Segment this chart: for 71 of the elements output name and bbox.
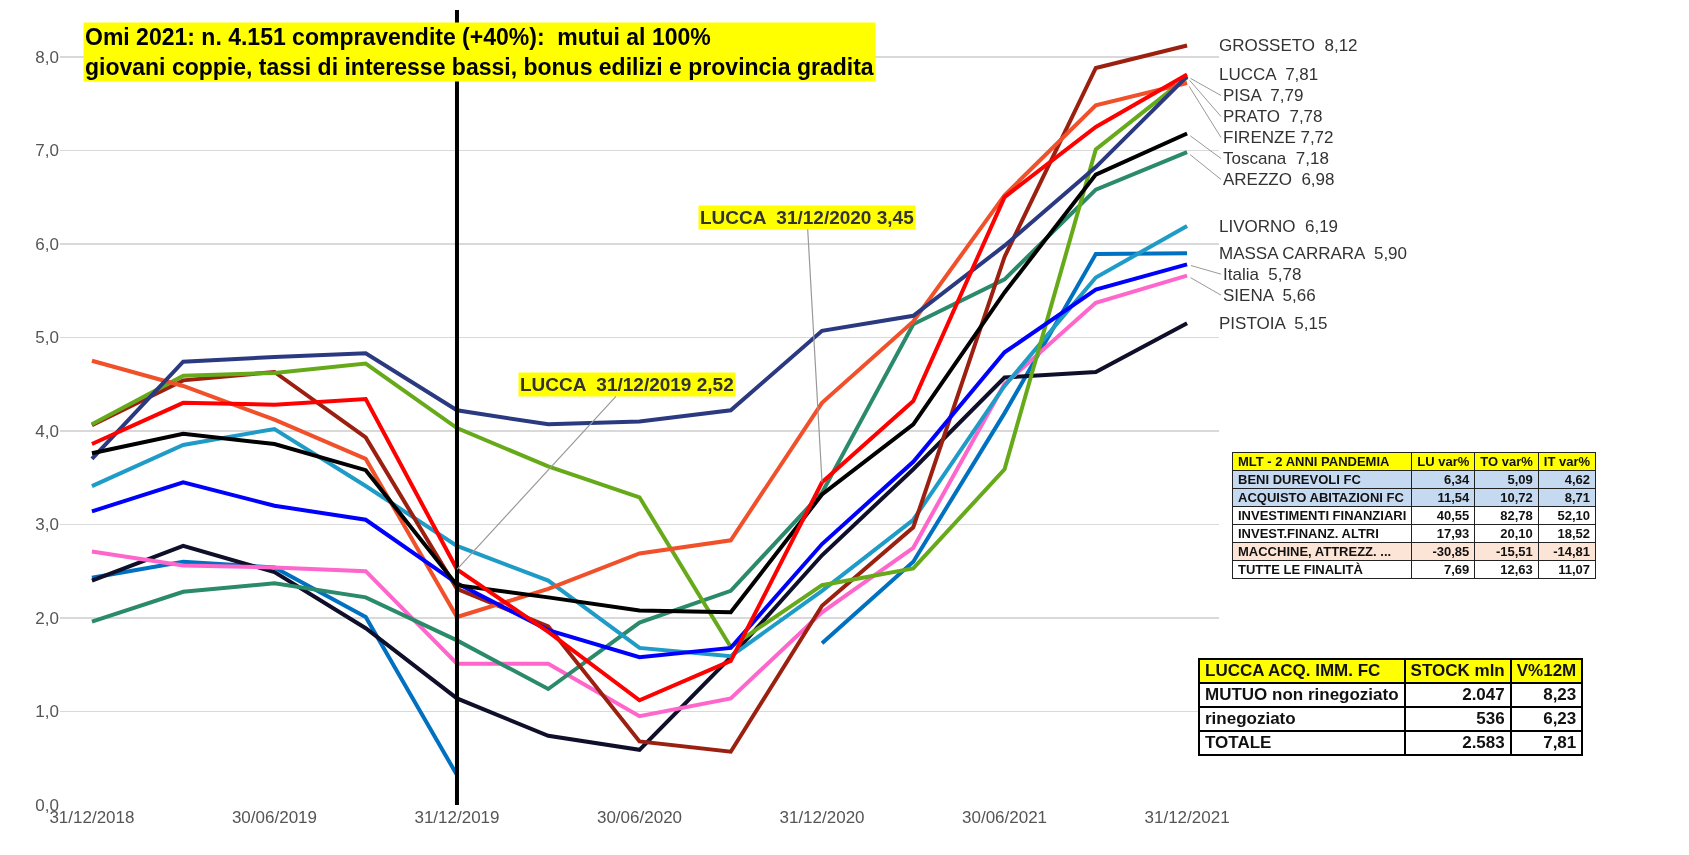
annotation: Toscana 7,18 bbox=[1223, 149, 1329, 168]
text: LUCCA ACQ. IMM. FC bbox=[1199, 659, 1405, 683]
text: -14,81 bbox=[1538, 542, 1596, 561]
text: 2.047 bbox=[1404, 683, 1511, 707]
y-tick-label: 3,0 bbox=[35, 515, 59, 535]
y-tick-label: 1,0 bbox=[35, 702, 59, 722]
text: -15,51 bbox=[1474, 542, 1539, 561]
text: 11,07 bbox=[1538, 560, 1596, 579]
text: 536 bbox=[1404, 707, 1511, 731]
text: 10,72 bbox=[1474, 488, 1539, 507]
annotation: LUCCA 31/12/2019 2,52 bbox=[520, 374, 734, 395]
text: 40,55 bbox=[1411, 506, 1475, 525]
annotation: LIVORNO 6,19 bbox=[1219, 217, 1339, 236]
text: 8,23 bbox=[1510, 683, 1583, 707]
category-label: MACCHINE, ATTREZZ. ... bbox=[1238, 544, 1392, 559]
text: 18,52 bbox=[1538, 524, 1596, 543]
category-label: TOTALE bbox=[1205, 733, 1272, 752]
text: 7,69 bbox=[1411, 560, 1475, 579]
category-label: V%12M bbox=[1510, 659, 1583, 683]
text: 7,81 bbox=[1510, 731, 1583, 755]
y-tick-label: 5,0 bbox=[35, 328, 59, 348]
x-tick-label: 30/06/2021 bbox=[961, 808, 1048, 827]
annotation: PISTOIA 5,15 bbox=[1219, 314, 1328, 333]
category-label: ACQUISTO ABITAZIONI FC bbox=[1238, 490, 1404, 505]
text: 8,71 bbox=[1538, 488, 1596, 507]
text: -30,85 bbox=[1411, 542, 1475, 561]
annotation: GROSSETO 8,12 bbox=[1219, 36, 1358, 55]
text: 2.583 bbox=[1404, 731, 1511, 755]
category-label: INVESTIMENTI FINANZIARI bbox=[1238, 508, 1407, 523]
annotation: LUCCA 7,81 bbox=[1219, 65, 1319, 84]
y-tick-label: 6,0 bbox=[35, 234, 59, 254]
y-tick-label: 4,0 bbox=[35, 421, 59, 441]
text: 52,10 bbox=[1538, 506, 1596, 525]
text: 4,62 bbox=[1538, 470, 1596, 489]
category-label: INVEST.FINANZ. ALTRI bbox=[1238, 526, 1379, 541]
text: 11,54 bbox=[1411, 488, 1475, 507]
text: Omi 2021: n. 4.151 compravendite (+40%): mutui al 100% giovani coppie, tassi di interesse bassi, bonus edilizi e provincia gradita bbox=[85, 24, 874, 80]
text: 6,34 bbox=[1411, 470, 1475, 489]
text: 20,10 bbox=[1474, 524, 1539, 543]
category-label: TO var% bbox=[1474, 452, 1539, 471]
x-tick-label: 31/12/2019 bbox=[414, 808, 500, 827]
category-label: IT var% bbox=[1538, 452, 1596, 471]
text: MLT - 2 ANNI PANDEMIA bbox=[1232, 452, 1412, 471]
category-label: TUTTE LE FINALITÀ bbox=[1238, 562, 1363, 577]
annotation: LUCCA 31/12/2020 3,45 bbox=[700, 207, 915, 228]
category-label: STOCK mln bbox=[1404, 659, 1511, 683]
category-label: BENI DUREVOLI FC bbox=[1238, 472, 1361, 487]
annotation: AREZZO 6,98 bbox=[1223, 170, 1335, 189]
annotation: PRATO 7,78 bbox=[1223, 107, 1323, 126]
text: 12,63 bbox=[1474, 560, 1539, 579]
line-series bbox=[89, 273, 1190, 719]
annotation: FIRENZE 7,72 bbox=[1223, 128, 1334, 147]
y-tick-label: 7,0 bbox=[35, 141, 59, 161]
text: 17,93 bbox=[1411, 524, 1475, 543]
x-tick-label: 31/12/2020 bbox=[779, 808, 865, 827]
text: 82,78 bbox=[1474, 506, 1539, 525]
text: 5,09 bbox=[1474, 470, 1539, 489]
annotation: SIENA 5,66 bbox=[1223, 286, 1316, 305]
x-tick-label: 30/06/2019 bbox=[231, 808, 318, 827]
y-tick-label: 2,0 bbox=[35, 608, 59, 628]
x-tick-label: 31/12/2021 bbox=[1144, 808, 1230, 827]
category-label: LU var% bbox=[1411, 452, 1475, 471]
category-label: rinegoziato bbox=[1205, 709, 1296, 728]
category-label: MUTUO non rinegoziato bbox=[1205, 685, 1399, 704]
y-tick-label: 8,0 bbox=[35, 47, 59, 67]
x-tick-label: 30/06/2020 bbox=[596, 808, 683, 827]
annotation: Italia 5,78 bbox=[1223, 265, 1302, 284]
line-series bbox=[89, 321, 1190, 752]
text: 6,23 bbox=[1510, 707, 1583, 731]
annotation: PISA 7,79 bbox=[1223, 86, 1304, 105]
annotation: MASSA CARRARA 5,90 bbox=[1219, 244, 1408, 263]
